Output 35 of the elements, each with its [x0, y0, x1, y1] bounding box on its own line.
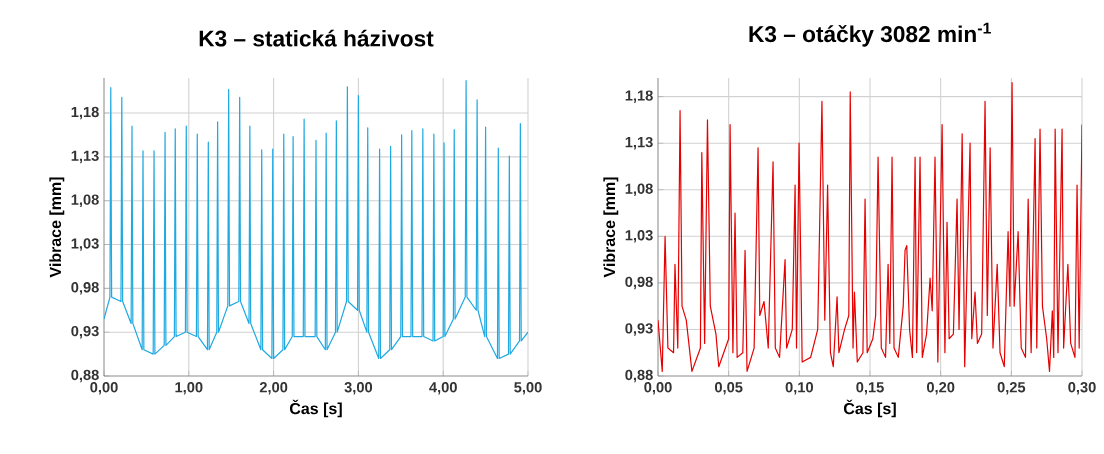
- line-series: [104, 80, 528, 360]
- y-tick-label: 1,03: [625, 230, 653, 243]
- x-tick-label: 0,15: [856, 382, 884, 395]
- y-tick-label: 0,98: [71, 282, 99, 295]
- x-axis-title: Čas [s]: [843, 399, 896, 418]
- y-tick-label: 1,18: [625, 90, 653, 103]
- y-tick-label: 0,93: [625, 323, 653, 336]
- x-axis-title: Čas [s]: [289, 399, 342, 418]
- x-tick-label: 0,30: [1068, 382, 1096, 395]
- y-tick-label: 0,88: [625, 369, 653, 383]
- y-tick-label: 0,88: [71, 369, 99, 383]
- y-tick-label: 1,18: [71, 106, 99, 120]
- x-tick-label: 0,20: [926, 382, 955, 395]
- x-tick-label: 4,00: [429, 382, 457, 395]
- x-tick-label: 2,00: [259, 382, 288, 395]
- x-tick-label: 1,00: [175, 382, 203, 395]
- y-axis-title: Vibrace [mm]: [49, 177, 65, 278]
- y-axis-title: Vibrace [mm]: [603, 177, 619, 278]
- y-tick-label: 1,13: [71, 150, 99, 164]
- y-tick-label: 1,08: [71, 194, 99, 207]
- chart-title: K3 – statická házivost: [199, 29, 434, 47]
- x-tick-label: 0,10: [785, 382, 813, 395]
- x-tick-label: 5,00: [514, 382, 542, 395]
- x-tick-label: 0,00: [644, 382, 672, 395]
- y-tick-label: 1,13: [625, 136, 653, 150]
- chart-title: K3 – otáčky 3082 min$^{-1}$: [749, 22, 991, 47]
- x-tick-label: 0,00: [90, 382, 118, 395]
- x-tick-label: 0,25: [997, 382, 1026, 395]
- y-tick-label: 0,93: [71, 325, 99, 339]
- line-series: [658, 82, 1083, 372]
- x-tick-label: 3,00: [344, 382, 373, 395]
- y-tick-label: 1,08: [625, 183, 653, 197]
- y-tick-label: 1,03: [71, 238, 99, 251]
- x-tick-label: 0,05: [714, 382, 743, 395]
- y-tick-label: 0,98: [625, 276, 653, 290]
